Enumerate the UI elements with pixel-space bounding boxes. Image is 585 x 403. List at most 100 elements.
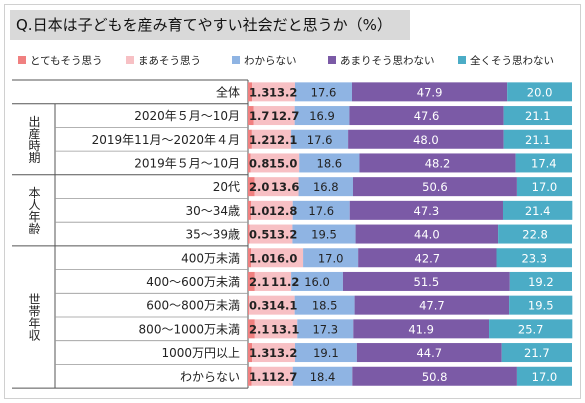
bar-segment xyxy=(298,177,353,197)
data-label: 42.7 xyxy=(415,251,441,265)
bar-segment xyxy=(248,319,255,339)
data-label: 22.8 xyxy=(522,228,548,242)
bar-segment xyxy=(248,106,254,126)
data-label: 13.2 xyxy=(269,228,297,242)
bar-segment xyxy=(294,106,350,126)
bar-segment xyxy=(248,177,255,197)
data-label: 2.0 xyxy=(249,180,269,194)
bar-segment xyxy=(352,82,508,102)
bar-segment xyxy=(489,319,573,339)
data-label: 17.6 xyxy=(308,204,334,218)
bar-segment xyxy=(248,295,249,315)
data-label: 12.7 xyxy=(269,370,297,384)
bar-segment xyxy=(250,153,300,173)
bar-segment xyxy=(354,295,510,315)
data-label: 16.0 xyxy=(304,275,330,289)
data-label: 47.7 xyxy=(419,299,445,313)
data-label: 1.2 xyxy=(249,133,269,147)
category-label: 400万未満 xyxy=(181,251,240,265)
data-label: 11.2 xyxy=(271,275,299,289)
bar-segment xyxy=(501,343,572,363)
bar-segment xyxy=(356,343,502,363)
data-label: 47.9 xyxy=(417,85,443,99)
data-label: 47.3 xyxy=(414,204,440,218)
data-label: 1.3 xyxy=(249,346,269,360)
category-label: 20代 xyxy=(213,180,240,194)
bar-segment xyxy=(248,82,253,102)
data-label: 17.0 xyxy=(532,370,558,384)
bar-segment xyxy=(509,295,573,315)
category-label: 2019年５月～10月 xyxy=(134,156,240,170)
category-label: 2020年５月～10月 xyxy=(134,109,240,123)
bar-segment xyxy=(252,343,295,363)
legend-swatch xyxy=(458,56,466,64)
data-label: 21.1 xyxy=(525,133,551,147)
bar-segment xyxy=(251,248,304,268)
data-label: 16.9 xyxy=(309,109,335,123)
bar-segment xyxy=(294,82,353,102)
bar-segment xyxy=(342,271,510,291)
bar-segment xyxy=(254,177,299,197)
bar-segment xyxy=(359,153,516,173)
data-label: 19.5 xyxy=(311,228,337,242)
bar-segment xyxy=(498,224,572,244)
bar-segment xyxy=(294,343,357,363)
bar-segment xyxy=(358,248,497,268)
bar-segment xyxy=(299,153,360,173)
bar-segment xyxy=(248,153,251,173)
data-label: 0.8 xyxy=(249,156,269,170)
legend-swatch xyxy=(18,56,26,64)
bar-segment xyxy=(297,319,354,339)
chart-title: Q.日本は子どもを産み育てやすい社会だと思うか（%） xyxy=(10,10,410,40)
data-label: 17.6 xyxy=(311,85,337,99)
bar-segment xyxy=(292,366,353,386)
data-label: 17.0 xyxy=(532,180,558,194)
bar-segment xyxy=(353,319,490,339)
bar-segment xyxy=(291,129,349,149)
data-label: 44.7 xyxy=(416,346,442,360)
bar-segment xyxy=(507,82,572,102)
data-label: 0.3 xyxy=(249,299,269,313)
data-label: 2.1 xyxy=(249,322,269,336)
bar-segment xyxy=(291,271,343,291)
bar-segment xyxy=(248,200,252,220)
data-label: 50.6 xyxy=(422,180,448,194)
bar-segment xyxy=(292,200,350,220)
data-label: 1.3 xyxy=(249,85,269,99)
bar-segment xyxy=(349,106,504,126)
data-label: 17.0 xyxy=(318,251,344,265)
bar-segment xyxy=(503,106,572,126)
data-label: 48.2 xyxy=(425,156,451,170)
legend-label: まあそう思う xyxy=(138,55,201,67)
bar-segment xyxy=(502,200,573,220)
data-label: 1.1 xyxy=(249,370,269,384)
bar-segment xyxy=(516,366,572,386)
data-label: 2.1 xyxy=(249,275,269,289)
bar-segment xyxy=(249,224,293,244)
data-label: 21.4 xyxy=(525,204,551,218)
data-label: 21.7 xyxy=(524,346,550,360)
data-label: 13.1 xyxy=(271,322,299,336)
category-label: 30～34歳 xyxy=(185,204,240,218)
data-label: 20.0 xyxy=(527,85,553,99)
data-label: 17.4 xyxy=(531,156,557,170)
data-label: 19.1 xyxy=(313,346,339,360)
data-label: 19.5 xyxy=(528,299,554,313)
data-label: 12.1 xyxy=(269,133,297,147)
group-label: 本人年齢 xyxy=(27,186,41,234)
bar-segment xyxy=(352,366,517,386)
bar-segment xyxy=(252,82,295,102)
data-label: 23.3 xyxy=(521,251,547,265)
bar-segment xyxy=(496,248,572,268)
bar-segment xyxy=(251,129,292,149)
data-label: 14.1 xyxy=(269,299,297,313)
data-label: 16.0 xyxy=(269,251,297,265)
bar-segment xyxy=(348,129,504,149)
bar-segment xyxy=(303,248,359,268)
bar-segment xyxy=(248,343,253,363)
bar-segment xyxy=(253,106,295,126)
bar-segment xyxy=(248,248,252,268)
data-label: 51.5 xyxy=(414,275,440,289)
category-label: 400～600万未満 xyxy=(146,275,240,289)
